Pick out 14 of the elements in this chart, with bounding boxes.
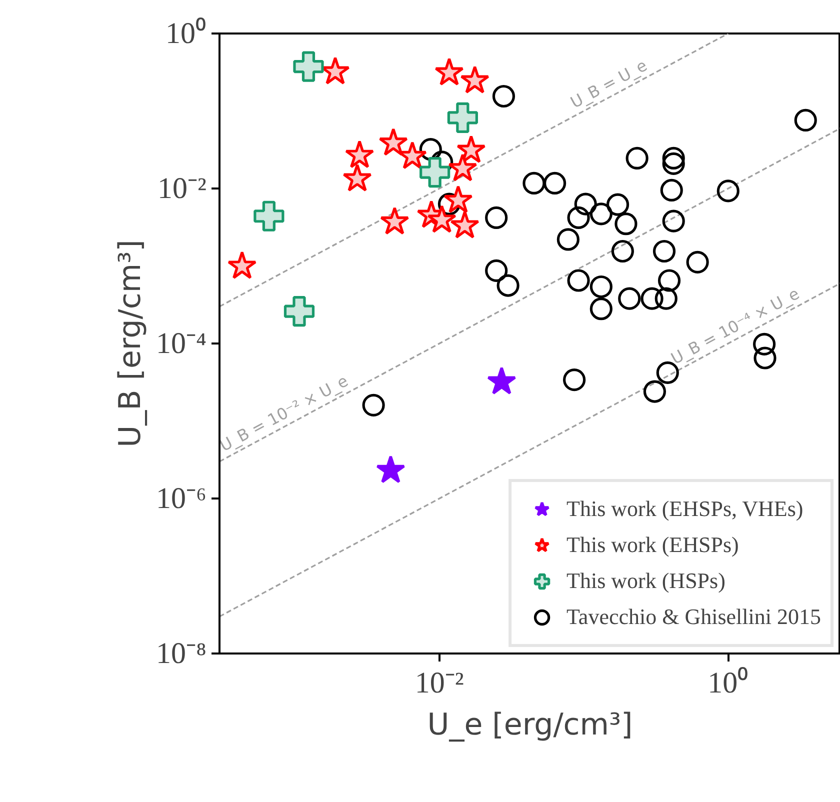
legend-label: This work (HSPs) [566,568,726,594]
legend-label: This work (EHSPs, VHEs) [566,496,804,522]
y-axis-title: U_B [erg/cm³] [113,240,148,448]
y-tick-label: 10⁻⁶ [156,482,207,515]
annotation: U_B = 10⁻² × U_e [216,371,352,456]
y-tick-label: 10⁰ [166,17,206,50]
y-tick-label: 10⁻⁸ [156,637,207,670]
annotation: U_B = U_e [567,56,650,112]
x-axis-title: U_e [erg/cm³] [427,708,633,742]
y-tick-label: 10⁻⁴ [156,327,207,360]
y-tick-label: 10⁻² [158,172,207,205]
legend-label: This work (EHSPs) [566,532,739,558]
annotation: U_B = 10⁻⁴ × U_e [668,284,802,368]
legend-label: Tavecchio & Ghisellini 2015 [566,604,821,630]
